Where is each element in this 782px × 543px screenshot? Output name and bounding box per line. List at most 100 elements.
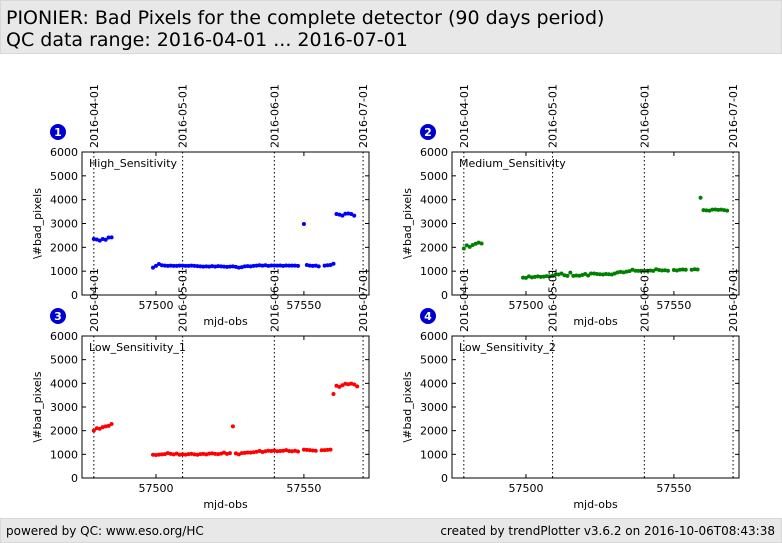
date-marker-label: 2016-04-01 — [88, 268, 101, 332]
data-point — [618, 269, 623, 274]
data-point — [340, 383, 345, 388]
y-tick-label: 0 — [71, 289, 78, 302]
data-point — [615, 270, 620, 275]
data-point — [171, 263, 176, 268]
data-point — [657, 267, 662, 272]
data-point — [213, 451, 218, 456]
panel-number-label: 2 — [424, 126, 432, 139]
date-marker-label: 2016-05-01 — [547, 84, 560, 148]
data-point — [597, 272, 602, 277]
data-point — [589, 271, 594, 276]
data-point — [680, 267, 685, 272]
data-point — [266, 448, 271, 453]
data-point — [254, 263, 259, 268]
y-tick-label: 5000 — [50, 354, 78, 367]
plot-area — [451, 335, 740, 479]
data-point — [698, 195, 703, 200]
data-point — [103, 424, 108, 429]
data-point — [310, 448, 315, 453]
y-tick-label: 3000 — [50, 218, 78, 231]
date-marker-label: 2016-06-01 — [268, 268, 281, 332]
data-point — [719, 207, 724, 212]
data-point — [331, 391, 336, 396]
data-point — [701, 208, 706, 213]
data-point — [319, 448, 324, 453]
data-point — [541, 274, 546, 279]
data-point — [624, 269, 629, 274]
data-point — [183, 263, 188, 268]
date-marker-label: 2016-05-01 — [177, 84, 190, 148]
data-point — [325, 263, 330, 268]
y-tick-label: 6000 — [420, 330, 448, 343]
data-point — [109, 235, 114, 240]
chart-panel-1: 0 1000 2000 3000 4000 5000 6000 57500 57550 2016-… — [31, 84, 370, 328]
data-point — [586, 273, 591, 278]
data-point — [328, 447, 333, 452]
data-point — [301, 447, 306, 452]
data-point — [349, 211, 354, 216]
data-point — [162, 263, 167, 268]
data-point — [293, 263, 298, 268]
data-point — [94, 426, 99, 431]
data-point — [269, 263, 274, 268]
data-point — [594, 272, 599, 277]
y-tick-label: 2000 — [420, 241, 448, 254]
data-point — [310, 263, 315, 268]
data-point — [592, 271, 597, 276]
data-point — [689, 267, 694, 272]
y-axis-label: \#bad_pixels — [31, 371, 44, 442]
data-point — [343, 211, 348, 216]
data-point — [553, 272, 558, 277]
data-point — [290, 449, 295, 454]
data-point — [156, 452, 161, 457]
data-point — [192, 452, 197, 457]
data-point — [97, 426, 102, 431]
data-point — [251, 450, 256, 455]
data-point — [535, 274, 540, 279]
y-tick-label: 1000 — [50, 265, 78, 278]
data-point — [704, 208, 709, 213]
data-point — [91, 236, 96, 241]
data-point — [245, 264, 250, 269]
data-point — [180, 452, 185, 457]
date-marker-label: 2016-06-01 — [638, 84, 651, 148]
panel-number-badge — [420, 308, 436, 324]
footer-powered-by: powered by QC: www.eso.org/HC — [6, 524, 204, 538]
y-tick-label: 3000 — [420, 401, 448, 414]
date-marker-label: 2016-04-01 — [458, 268, 471, 332]
data-point — [177, 452, 182, 457]
data-point — [461, 246, 466, 251]
panel-number-label: 4 — [424, 310, 432, 323]
date-marker-label: 2016-07-01 — [357, 84, 370, 148]
date-marker-label: 2016-05-01 — [177, 268, 190, 332]
y-tick-label: 2000 — [50, 241, 78, 254]
data-point — [639, 268, 644, 273]
data-point — [645, 268, 650, 273]
data-point — [627, 269, 632, 274]
data-point — [636, 268, 641, 273]
data-point — [316, 264, 321, 269]
panel-number-badge — [420, 124, 436, 140]
data-point — [713, 207, 718, 212]
y-tick-label: 1000 — [420, 448, 448, 461]
data-point — [230, 424, 235, 429]
date-marker-label: 2016-06-01 — [638, 268, 651, 332]
data-point — [224, 264, 229, 269]
data-point — [151, 452, 156, 457]
data-point — [153, 263, 158, 268]
data-point — [600, 272, 605, 277]
data-point — [275, 449, 280, 454]
data-point — [210, 451, 215, 456]
data-point — [692, 267, 697, 272]
report-header: PIONIER: Bad Pixels for the complete det… — [0, 0, 782, 54]
data-point — [251, 263, 256, 268]
data-point — [660, 268, 665, 273]
series-label: Medium_Sensitivity — [459, 157, 566, 170]
data-point — [352, 213, 357, 218]
data-point — [248, 450, 253, 455]
data-point — [189, 263, 194, 268]
panel-number-label: 1 — [54, 126, 62, 139]
x-tick-label: 57500 — [508, 299, 543, 312]
data-point — [677, 267, 682, 272]
